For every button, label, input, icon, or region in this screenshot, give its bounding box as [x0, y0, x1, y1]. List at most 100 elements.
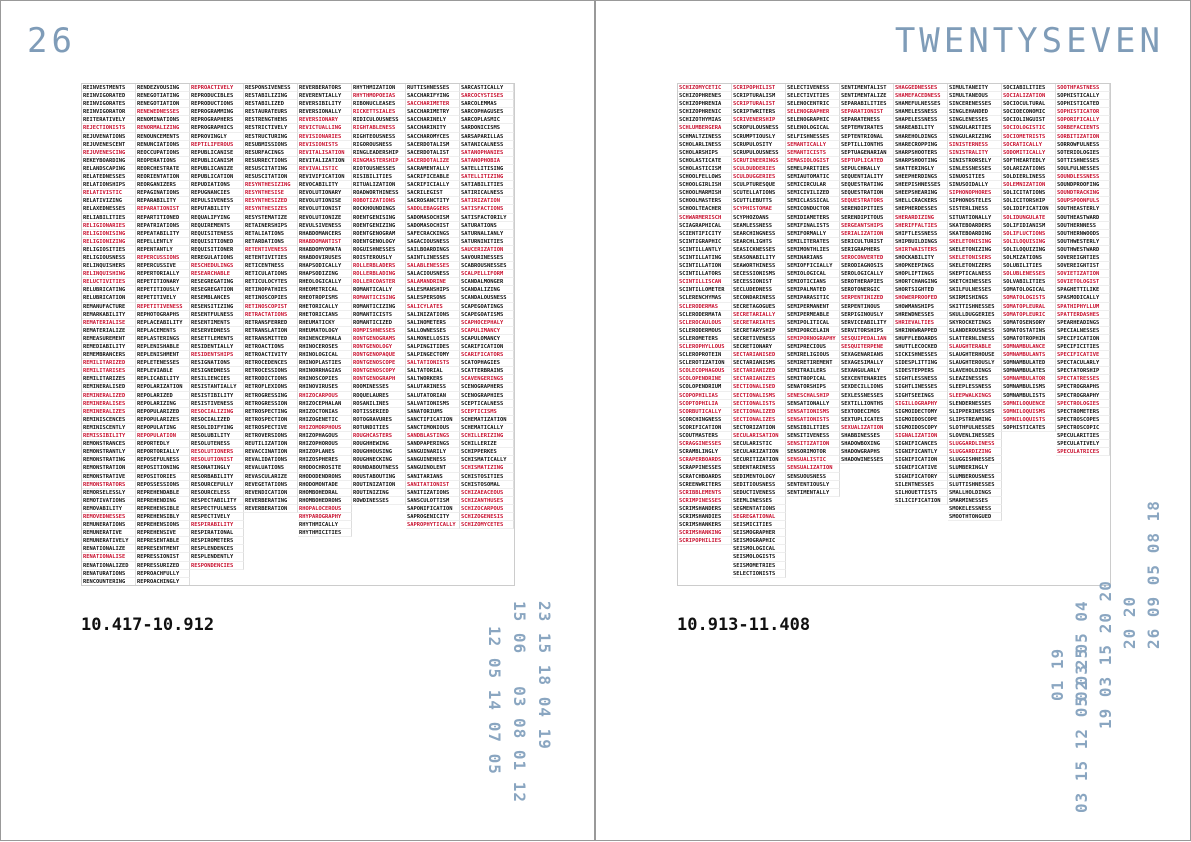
word: SEMANTICALLY [786, 140, 840, 149]
word: SLEAZINESSES [948, 375, 1002, 384]
word: SMOKELESSNESS [948, 504, 1002, 513]
word: RIGHTEOUSNESS [352, 132, 406, 141]
word: SODOMITICALLY [1002, 148, 1056, 157]
word: SCHISMATICALLY [460, 456, 514, 465]
word: RHEOLOGICALLY [298, 278, 352, 287]
word: SHARPSHOOTING [894, 156, 948, 165]
word: RETROGRESSION [244, 399, 298, 408]
word: RETROSPECTIVE [244, 423, 298, 433]
word: SLUTTISHNESSES [948, 480, 1002, 489]
word: ROUNDABOUTNESS [352, 464, 406, 473]
word: SILHOUETTISTS [894, 488, 948, 497]
word: RONTGENOPAQUE [352, 351, 406, 360]
word: REPENTANTLY [136, 245, 190, 254]
word: REPRESENTABLE [136, 537, 190, 546]
word: SCHOOLTEACHER [678, 205, 732, 214]
word: SENSUALISTIC [786, 456, 840, 465]
word: RESPONDENCIES [190, 561, 244, 570]
word: RHIZOGENETIC [298, 415, 352, 424]
word: RENCOUNTERING [82, 577, 136, 585]
word: RENATIONALISE [82, 553, 136, 562]
word: SEMIPORNOGRAPHY [786, 334, 840, 343]
word: SECTARIANISMS [732, 359, 786, 368]
word: RELIGIONISING [82, 229, 136, 238]
word: SOCIOLINGUIST [1002, 116, 1056, 125]
word: SECRETARIATES [732, 318, 786, 327]
word: SEXCENTENARIES [840, 375, 894, 384]
word: SEMIRETIREMENT [786, 359, 840, 368]
word: SEMELPARITIES [786, 164, 840, 174]
word: RESPECTIVELY [190, 512, 244, 522]
word: RENUNCIATIONS [136, 140, 190, 149]
word: SHIFTLESSNESS [894, 229, 948, 238]
word: RESETTLEMENTS [190, 334, 244, 343]
word: RISIBILITIES [352, 173, 406, 182]
word: SENTENTIOUSLY [786, 480, 840, 489]
word: REPOSITIONING [136, 464, 190, 473]
word: REPTILIFEROUS [190, 140, 244, 149]
word: REPROACHFULLY [136, 569, 190, 578]
word: SOLUBLENESSES [1002, 270, 1056, 279]
word: SILICIFICATION [894, 496, 948, 505]
word: SCULDUGGERIES [732, 173, 786, 182]
word: SLAUGHTEROUSLY [948, 359, 1002, 368]
word: REPRESENTMENT [136, 545, 190, 554]
word: SEPARATENESS [840, 116, 894, 125]
word: SPEARHEADINGS [1056, 318, 1110, 327]
word: REMORSELESSLY [82, 488, 136, 497]
word: SKULLDUGGERIES [948, 310, 1002, 319]
word: REOPERATIONS [136, 156, 190, 165]
word: REINVIGORATED [82, 92, 136, 101]
word: SPECTACULARLY [1056, 359, 1110, 368]
word: SALESPERSONS [406, 294, 460, 303]
word: REORIENTATION [136, 173, 190, 182]
word: RESYNTHESIZING [244, 181, 298, 190]
word: RHINOPLASTIES [298, 359, 352, 368]
word: SOLICITATIONS [1002, 189, 1056, 198]
word: SOPHISTICALLY [1056, 92, 1110, 101]
word: SEMIPERMEABLE [786, 310, 840, 319]
word: REORGANIZERS [136, 181, 190, 190]
word: RESENTIMENTS [190, 318, 244, 327]
code-text: 23 15 18 04 19 [535, 601, 554, 750]
word: RESTABILIZING [244, 92, 298, 101]
word: SCENOGRAPHERS [460, 383, 514, 392]
word: SEXTILLIONTHS [840, 399, 894, 408]
word: SEMICONDUCTOR [786, 205, 840, 214]
word: SOUTHERNNESS [1056, 221, 1110, 230]
word: SCHOOLMASTERS [678, 197, 732, 206]
word: SCHIZOPHRENIC [678, 108, 732, 117]
word: ROLLERBLADERS [352, 262, 406, 271]
word: SERVICEABILITY [840, 318, 894, 327]
word: SINISTERNESS [948, 140, 1002, 149]
word: REPOPULARIZES [136, 415, 190, 424]
word: SCOLECOPHAGOUS [678, 367, 732, 376]
word: SOMATOSTATINS [1002, 326, 1056, 335]
word: SLUMBEROUSNESS [948, 472, 1002, 481]
word: SOUNDLESSNESS [1056, 173, 1110, 182]
word: REPATRIATIONS [136, 221, 190, 230]
word: REPELLENTLY [136, 237, 190, 246]
word: SCATOPHAGIES [460, 359, 514, 368]
word: SCLEROTIZATION [678, 359, 732, 368]
word: SHAMEFULNESSES [894, 100, 948, 109]
word: SPECTROLOGIES [1056, 399, 1110, 408]
word: REPROVINGLY [190, 132, 244, 141]
word: REMILITARIZED [82, 359, 136, 368]
word: SANATORIUMS [406, 407, 460, 416]
word: SANSCULOTTISM [406, 496, 460, 505]
word: RESERVEDNESS [190, 326, 244, 335]
word: SIGHTLINESSES [894, 383, 948, 392]
word: RHINENCEPHALA [298, 334, 352, 343]
word: SCHIZOPHRENIA [678, 100, 732, 109]
word: SEMIFINALISTS [786, 221, 840, 230]
word: SPECTROSCOPIC [1056, 423, 1110, 433]
word: SCRIMSHANKING [678, 529, 732, 538]
word: RESIGNATIONS [190, 359, 244, 368]
word: SCUTELLATIONS [732, 189, 786, 198]
word: SCRUTINEERINGS [732, 156, 786, 165]
word: REVERSIBILITY [298, 100, 352, 109]
word: SECULARISTIC [732, 440, 786, 449]
word: SKELETONISERS [948, 253, 1002, 263]
word: SIDESTEPPERS [894, 367, 948, 376]
